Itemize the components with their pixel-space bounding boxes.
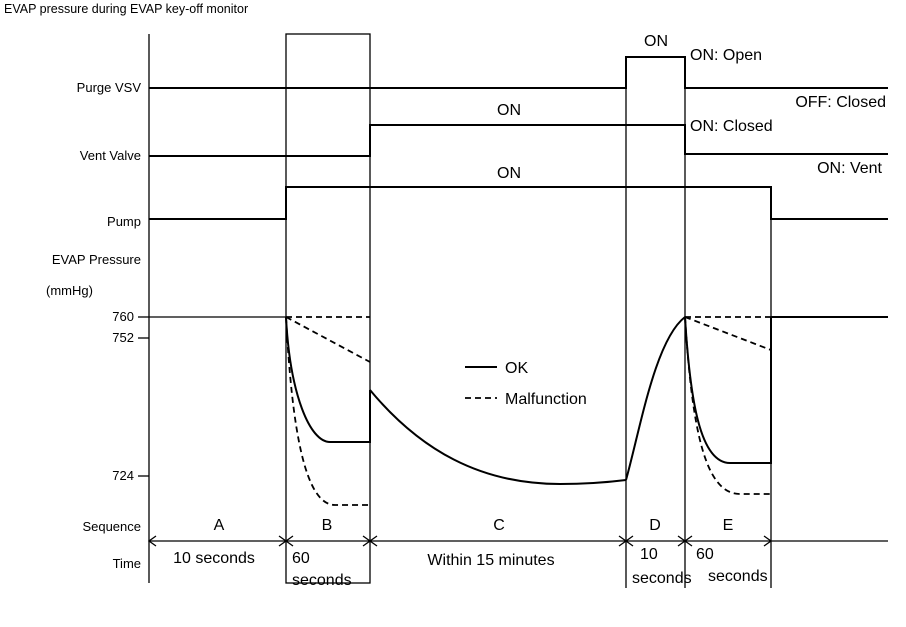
arrow-e-right bbox=[763, 535, 773, 547]
arrow-d-left bbox=[618, 535, 634, 547]
phase-b-box bbox=[285, 33, 371, 584]
on-vent-label: ON: Vent bbox=[817, 160, 882, 177]
ok-curve-d bbox=[625, 316, 686, 481]
label-purge-vsv: Purge VSV bbox=[77, 80, 142, 95]
label-unit: (mmHg) bbox=[46, 283, 93, 298]
pump-on-label: ON bbox=[497, 165, 521, 182]
sequence-c: C bbox=[493, 517, 505, 534]
ok-curve-b bbox=[285, 316, 371, 443]
time-b-line2: seconds bbox=[292, 572, 352, 589]
time-d-line1: 10 bbox=[640, 546, 658, 563]
label-vent-valve: Vent Valve bbox=[80, 148, 141, 163]
legend-ok-label: OK bbox=[505, 360, 528, 377]
time-e-line1: 60 bbox=[696, 546, 714, 563]
time-d-line2: seconds bbox=[632, 570, 692, 587]
purge-on-label: ON bbox=[644, 33, 668, 50]
page-title: EVAP pressure during EVAP key-off monito… bbox=[4, 2, 249, 16]
on-open-label: ON: Open bbox=[690, 47, 762, 64]
time-c: Within 15 minutes bbox=[427, 552, 554, 569]
sequence-d: D bbox=[649, 517, 661, 534]
legend-malfunction-label: Malfunction bbox=[505, 391, 587, 408]
label-pump: Pump bbox=[107, 214, 141, 229]
malfunction-curve-b-lower bbox=[285, 316, 370, 506]
time-a: 10 seconds bbox=[173, 550, 255, 567]
time-e-line2: seconds bbox=[708, 568, 768, 585]
on-closed-label: ON: Closed bbox=[690, 118, 773, 135]
off-closed-label: OFF: Closed bbox=[795, 94, 886, 111]
sequence-b: B bbox=[322, 517, 333, 534]
sequence-e: E bbox=[723, 517, 734, 534]
tick-label-752: 752 bbox=[112, 330, 134, 345]
vent-valve-signal bbox=[149, 124, 888, 157]
arrow-a bbox=[147, 535, 157, 547]
vent-on-label: ON bbox=[497, 102, 521, 119]
ok-curve-e bbox=[684, 316, 772, 464]
label-sequence: Sequence bbox=[82, 519, 141, 534]
malfunction-curve-e-lower bbox=[684, 316, 771, 495]
arrow-b-left bbox=[278, 535, 294, 547]
tick-label-724: 724 bbox=[112, 468, 134, 483]
arrow-d-right bbox=[677, 535, 693, 547]
malfunction-curve-e-upper bbox=[684, 316, 772, 351]
tick-label-760: 760 bbox=[112, 309, 134, 324]
ok-curve-c bbox=[369, 389, 627, 486]
pump-signal bbox=[149, 186, 888, 220]
arrow-b-right bbox=[362, 535, 378, 547]
time-b-line1: 60 bbox=[292, 550, 310, 567]
sequence-a: A bbox=[214, 517, 225, 534]
label-evap-pressure: EVAP Pressure bbox=[52, 252, 141, 267]
malfunction-curve-b-upper bbox=[285, 316, 371, 363]
purge-vsv-signal bbox=[149, 56, 888, 89]
label-time: Time bbox=[113, 556, 141, 571]
